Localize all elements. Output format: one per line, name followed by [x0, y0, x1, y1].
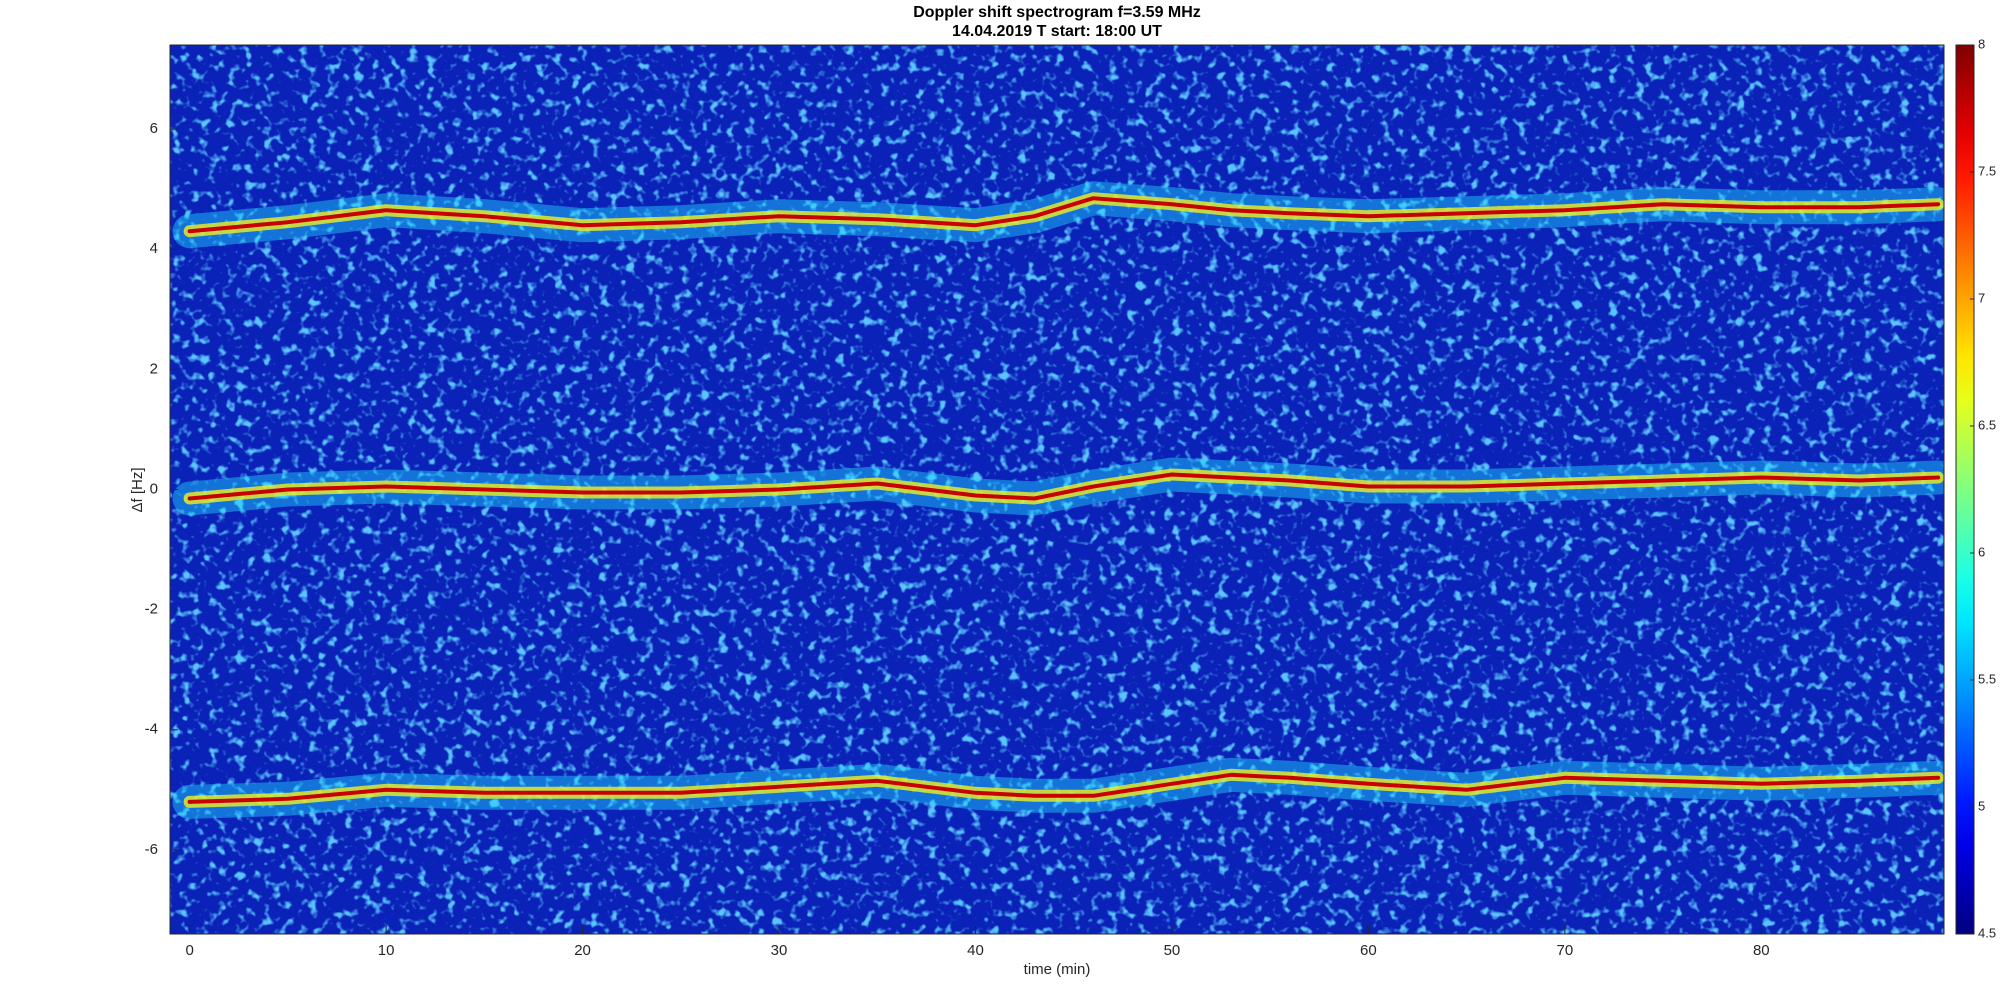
x-tick-label: 80	[1753, 942, 1770, 959]
y-tick-label: 2	[150, 360, 158, 377]
y-tick-label: -6	[145, 841, 158, 858]
y-tick-label: -2	[145, 601, 158, 618]
colorbar-tick-label: 6.5	[1978, 417, 1996, 432]
plot-area	[170, 45, 1944, 934]
trace-line	[187, 472, 1941, 501]
colorbar-tick-label: 4.5	[1978, 925, 1996, 940]
y-tick-label: 4	[150, 240, 158, 257]
x-tick-label: 10	[378, 942, 395, 959]
trace-line	[187, 196, 1941, 234]
x-axis-label: time (min)	[1024, 961, 1091, 978]
colorbar	[1955, 44, 1975, 935]
colorbar-tick-label: 5	[1978, 798, 1985, 813]
colorbar-tick-label: 7.5	[1978, 163, 1996, 178]
x-tick-label: 0	[185, 942, 193, 959]
x-tick-label: 20	[574, 942, 591, 959]
chart-title: Doppler shift spectrogram f=3.59 MHz	[913, 4, 1201, 21]
x-tick-label: 60	[1360, 942, 1377, 959]
chart-subtitle: 14.04.2019 T start: 18:00 UT	[952, 23, 1162, 40]
colorbar-tick-label: 7	[1978, 290, 1985, 305]
colorbar-tick-label: 8	[1978, 36, 1985, 51]
colorbar-tick-label: 6	[1978, 544, 1985, 559]
trace-line	[187, 772, 1941, 804]
y-tick-label: 0	[150, 480, 158, 497]
x-tick-label: 50	[1164, 942, 1181, 959]
x-tick-label: 70	[1556, 942, 1573, 959]
y-tick-label: -4	[145, 721, 158, 738]
y-tick-label: 6	[150, 120, 158, 137]
x-tick-label: 30	[771, 942, 788, 959]
y-axis-label: Δf [Hz]	[129, 467, 146, 512]
x-tick-label: 40	[967, 942, 984, 959]
colorbar-tick-label: 5.5	[1978, 671, 1996, 686]
